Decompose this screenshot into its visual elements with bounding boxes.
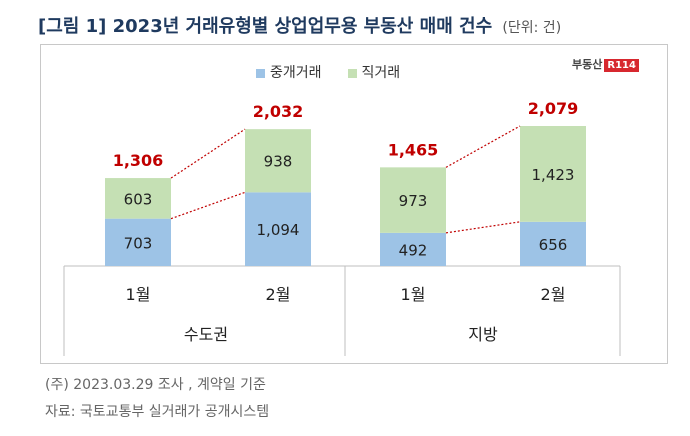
data-label-direct-3: 1,423 xyxy=(532,166,575,184)
bar-direct-1 xyxy=(245,129,311,193)
unit-label: (단위: 건) xyxy=(502,20,562,36)
x-tick-label-0: 1월 xyxy=(126,285,151,304)
legend-label-brokered: 중개거래 xyxy=(270,65,322,81)
data-label-direct-2: 973 xyxy=(399,192,428,210)
connector-total-1 xyxy=(445,125,521,168)
data-label-brokered-2: 492 xyxy=(399,241,428,259)
brand-logo: 부동산 R114 xyxy=(572,56,639,72)
bar-direct-0 xyxy=(105,178,171,219)
bar-brokered-0 xyxy=(105,218,171,266)
connector-brokered-0 xyxy=(170,191,246,220)
x-tick-label-2: 1월 xyxy=(401,285,426,304)
total-label-1: 2,032 xyxy=(253,102,304,121)
x-tick-label-1: 2월 xyxy=(266,285,291,304)
bar-direct-2 xyxy=(380,167,446,233)
bar-direct-3 xyxy=(520,126,586,222)
legend-label-direct: 직거래 xyxy=(361,65,401,81)
footnote: (주) 2023.03.29 조사 , 계약일 기준 xyxy=(45,377,266,393)
data-label-direct-0: 603 xyxy=(124,190,153,208)
total-label-3: 2,079 xyxy=(528,99,579,118)
legend-item-direct: 직거래 xyxy=(347,62,401,82)
total-label-2: 1,465 xyxy=(388,140,439,159)
data-label-brokered-0: 703 xyxy=(124,234,153,252)
legend-swatch-direct xyxy=(347,68,357,78)
chart-title: [그림 1] 2023년 거래유형별 상업업무용 부동산 매매 건수 (단위: … xyxy=(38,12,561,38)
x-tick-label-3: 2월 xyxy=(541,285,566,304)
group-label-0: 수도권 xyxy=(184,325,228,344)
connector-brokered-1 xyxy=(445,221,521,234)
bar-brokered-1 xyxy=(245,192,311,266)
bar-brokered-3 xyxy=(520,221,586,266)
data-label-brokered-3: 656 xyxy=(539,236,568,254)
legend-swatch-brokered xyxy=(256,68,265,78)
chart-title-text: [그림 1] 2023년 거래유형별 상업업무용 부동산 매매 건수 xyxy=(38,16,493,37)
total-label-0: 1,306 xyxy=(113,151,164,170)
bar-brokered-2 xyxy=(380,232,446,266)
group-label-1: 지방 xyxy=(468,325,498,344)
source-note: 자료: 국토교통부 실거래가 공개시스템 xyxy=(45,404,270,420)
data-label-direct-1: 938 xyxy=(264,153,293,171)
brand-logo-text: 부동산 xyxy=(572,58,603,71)
brand-logo-badge: R114 xyxy=(604,59,639,72)
data-label-brokered-1: 1,094 xyxy=(257,221,300,239)
legend-item-brokered: 중개거래 xyxy=(256,62,322,82)
legend: 중개거래 직거래 xyxy=(256,62,400,82)
connector-total-0 xyxy=(170,128,246,179)
